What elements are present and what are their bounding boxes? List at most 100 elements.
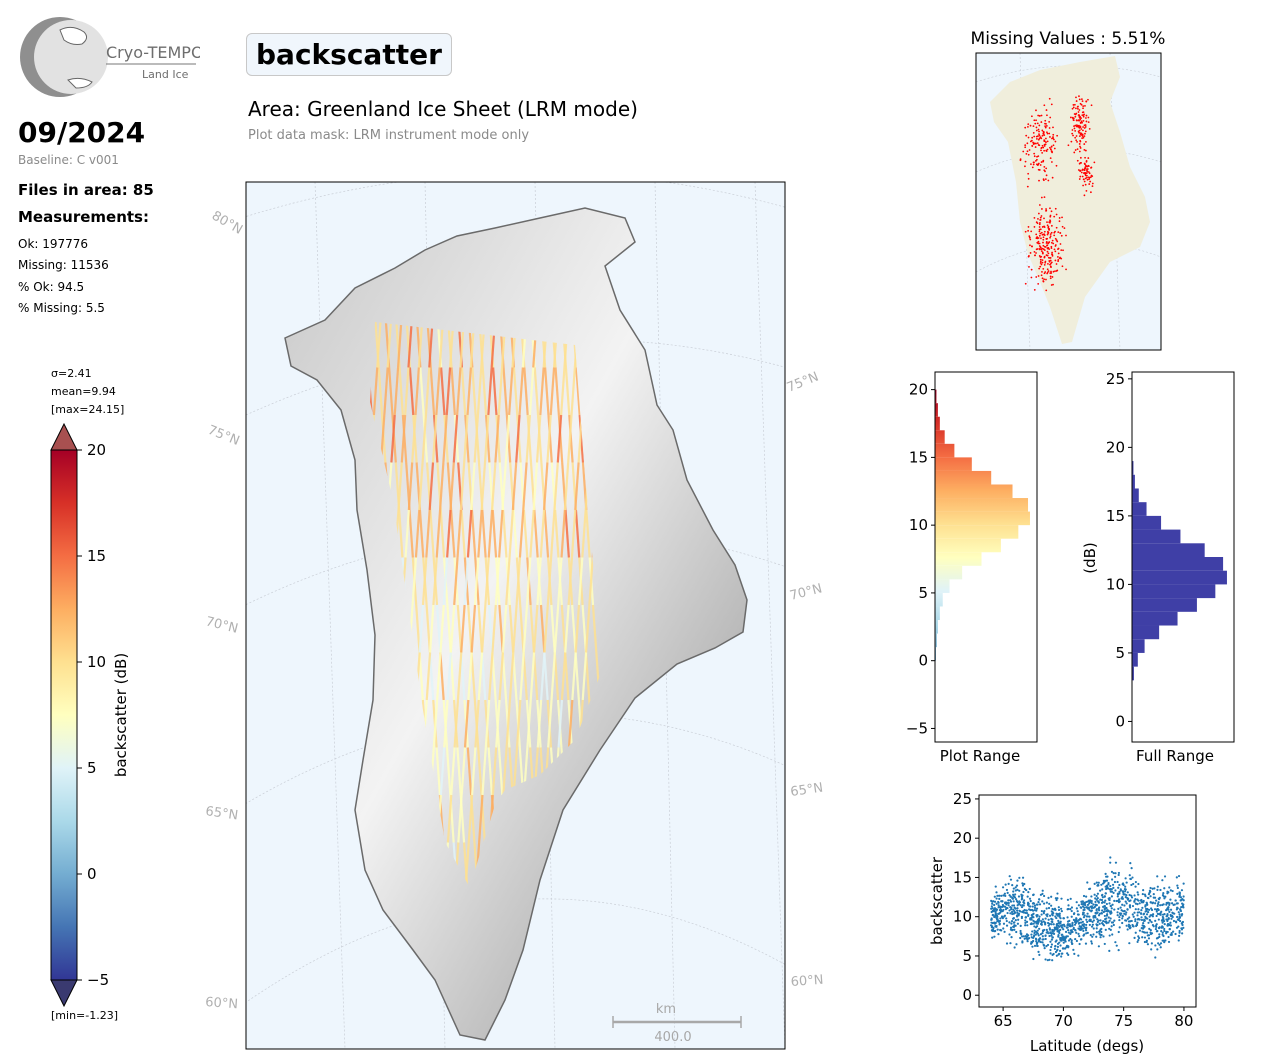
missing-point bbox=[1037, 168, 1040, 171]
track-segment bbox=[564, 367, 571, 416]
scatter-point bbox=[1105, 917, 1108, 920]
scatter-point bbox=[993, 921, 996, 924]
track-segment bbox=[466, 747, 473, 796]
scatter-point bbox=[1134, 920, 1137, 923]
missing-point bbox=[1035, 126, 1038, 129]
scatter-point bbox=[1168, 886, 1171, 889]
missing-point bbox=[1070, 140, 1073, 143]
scatter-point bbox=[1057, 908, 1061, 912]
scatter-point bbox=[1098, 932, 1101, 935]
scatter-point bbox=[1141, 892, 1144, 896]
scatter-point bbox=[1082, 916, 1086, 919]
scatter-point bbox=[1140, 901, 1143, 904]
missing-point bbox=[1061, 265, 1064, 268]
scatter-point bbox=[1092, 933, 1095, 936]
scatter-point bbox=[1067, 928, 1070, 932]
scatter-ytick-label: 5 bbox=[962, 947, 972, 965]
track-segment bbox=[547, 699, 553, 748]
missing-point bbox=[1046, 271, 1049, 274]
track-segment bbox=[431, 414, 438, 463]
missing-point bbox=[1085, 140, 1087, 143]
track-segment bbox=[470, 509, 477, 558]
hist-tick-label: 25 bbox=[1106, 370, 1125, 388]
scatter-point bbox=[1166, 919, 1169, 923]
missing-point bbox=[1045, 289, 1048, 292]
track-segment bbox=[512, 367, 519, 416]
track-segment bbox=[484, 699, 491, 748]
scatter-point bbox=[1012, 904, 1016, 907]
scatter-point bbox=[1122, 891, 1125, 894]
scatter-point bbox=[1042, 943, 1045, 946]
scatter-point bbox=[1175, 876, 1178, 879]
cb-extend-min bbox=[50, 979, 78, 1008]
track-segment bbox=[505, 557, 511, 606]
scatter-point bbox=[1128, 874, 1131, 877]
scatter-point bbox=[1016, 922, 1020, 925]
scatter-point bbox=[1061, 947, 1065, 950]
cb-mean: mean=9.94 bbox=[51, 385, 116, 398]
missing-point bbox=[1075, 96, 1077, 99]
scatter-point bbox=[1140, 912, 1143, 915]
scatter-point bbox=[1158, 896, 1161, 899]
missing-point bbox=[1053, 147, 1056, 150]
hist-bar bbox=[1132, 515, 1162, 530]
scatter-point bbox=[1131, 923, 1134, 927]
scatter-point bbox=[1052, 932, 1056, 936]
missing-point bbox=[1046, 250, 1049, 253]
hist-bar bbox=[935, 620, 938, 634]
scatter-point bbox=[1178, 915, 1181, 918]
scatter-point bbox=[1145, 903, 1149, 906]
track-segment bbox=[456, 509, 462, 558]
cb-extend-max bbox=[50, 422, 78, 451]
scatter-point bbox=[1056, 945, 1060, 948]
scatter-point bbox=[1104, 892, 1107, 895]
missing-point bbox=[1081, 135, 1084, 137]
missing-point bbox=[1076, 159, 1079, 162]
scatter-point bbox=[1033, 925, 1036, 928]
scatter-point bbox=[1024, 919, 1027, 922]
missing-point bbox=[1091, 182, 1094, 185]
track-segment bbox=[478, 794, 484, 843]
scatter-point bbox=[1178, 934, 1181, 937]
scatter-point bbox=[1033, 929, 1036, 932]
scatter-point bbox=[1085, 923, 1088, 927]
scatter-ytick-label: 15 bbox=[953, 868, 972, 886]
scatter-point bbox=[1018, 876, 1021, 879]
scatter-point bbox=[1103, 942, 1106, 946]
scatter-point bbox=[1049, 952, 1052, 955]
scatter-point bbox=[1088, 915, 1091, 918]
scatter-point bbox=[1091, 935, 1094, 938]
scatter-point bbox=[1162, 895, 1165, 898]
scatter-point bbox=[996, 928, 999, 931]
track-segment bbox=[419, 367, 425, 416]
scatter-point bbox=[1079, 925, 1083, 928]
scatter-point bbox=[1066, 924, 1069, 927]
missing-point bbox=[1034, 160, 1037, 162]
map-frame bbox=[245, 181, 786, 1050]
scatter-point bbox=[1000, 894, 1003, 897]
track-segment bbox=[529, 652, 536, 701]
scatter-point bbox=[1171, 889, 1174, 893]
hist-bar bbox=[1132, 639, 1145, 653]
track-segment bbox=[456, 747, 462, 796]
track-segment bbox=[540, 652, 546, 701]
scatter-point bbox=[1002, 894, 1005, 897]
missing-point bbox=[1084, 130, 1087, 133]
track-segment bbox=[574, 509, 581, 558]
missing-point bbox=[1049, 157, 1052, 160]
scatter-point bbox=[1038, 953, 1041, 956]
scatter-point bbox=[1107, 883, 1110, 886]
scatter-point bbox=[1112, 872, 1115, 875]
scatter-point bbox=[1117, 886, 1120, 889]
scatter-point bbox=[1159, 913, 1162, 916]
missing-point bbox=[1038, 130, 1040, 133]
hist-bar bbox=[1132, 543, 1205, 557]
track-segment bbox=[501, 604, 508, 653]
scatter-point bbox=[1069, 929, 1072, 932]
scatter-point bbox=[1152, 925, 1155, 928]
missing-point bbox=[1076, 140, 1078, 143]
missing-point bbox=[1043, 196, 1046, 199]
missing-point bbox=[1079, 116, 1082, 118]
missing-point bbox=[1067, 144, 1070, 147]
missing-point bbox=[1074, 136, 1077, 139]
